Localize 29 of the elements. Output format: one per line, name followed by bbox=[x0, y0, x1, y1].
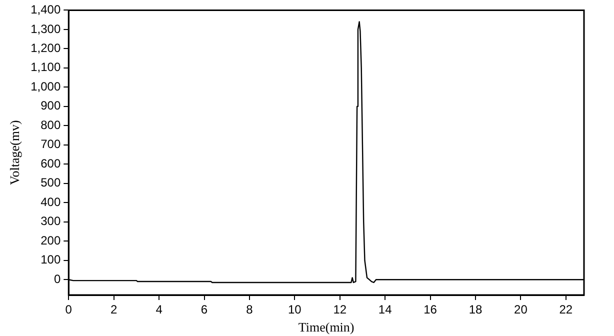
x-tick-label: 12 bbox=[333, 302, 347, 317]
y-tick-label: 1,400 bbox=[30, 2, 61, 17]
x-axis-title: Time(min) bbox=[298, 320, 354, 335]
y-tick-label: 100 bbox=[40, 252, 61, 267]
y-tick-label: 600 bbox=[40, 156, 61, 170]
y-tick-label: 800 bbox=[40, 118, 61, 132]
x-tick-label: 2 bbox=[110, 302, 118, 317]
x-tick-label: 16 bbox=[424, 302, 438, 317]
y-tick-label: 1,200 bbox=[30, 41, 61, 55]
x-tick-label: 8 bbox=[246, 302, 254, 317]
y-tick-label: 700 bbox=[40, 137, 61, 152]
x-tick-label: 14 bbox=[378, 302, 392, 317]
y-tick-label: 500 bbox=[40, 176, 61, 190]
x-tick-label: 20 bbox=[514, 302, 528, 317]
y-tick-label: 900 bbox=[40, 98, 61, 113]
x-tick-label: 22 bbox=[559, 302, 573, 317]
y-tick-label: 1,100 bbox=[30, 60, 61, 74]
y-tick-label: 300 bbox=[40, 214, 61, 228]
x-tick-label: 10 bbox=[288, 302, 302, 317]
y-tick-label: 400 bbox=[40, 194, 61, 209]
y-tick-label: 1,300 bbox=[30, 22, 61, 36]
y-axis-title: Voltage(mv) bbox=[7, 120, 22, 185]
x-tick-label: 0 bbox=[65, 302, 72, 317]
y-tick-label: 200 bbox=[40, 233, 61, 248]
y-tick-label: 0 bbox=[54, 272, 61, 286]
x-tick-label: 6 bbox=[200, 302, 208, 317]
x-tick-label: 18 bbox=[468, 302, 482, 317]
y-tick-label: 1,000 bbox=[30, 79, 61, 94]
x-tick-label: 4 bbox=[156, 302, 163, 317]
